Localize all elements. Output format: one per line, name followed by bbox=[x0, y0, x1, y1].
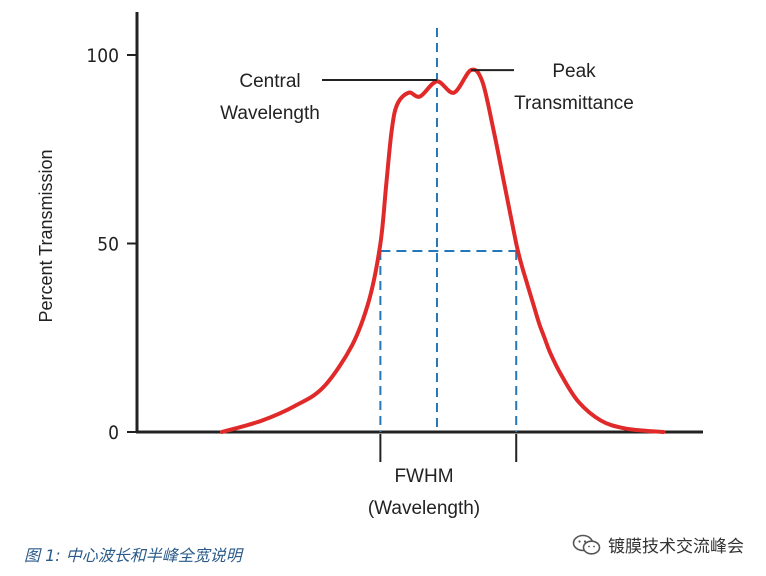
transmission-curve bbox=[219, 67, 666, 434]
peak-label-line1: Peak bbox=[552, 61, 596, 82]
y-tick-label-0: 0 bbox=[108, 422, 119, 444]
figure-caption: 图 1: 中心波长和半峰全宽说明 bbox=[24, 546, 242, 565]
wechat-icon bbox=[572, 534, 601, 555]
y-tick-label-100: 100 bbox=[86, 45, 119, 67]
y-tick-label-50: 50 bbox=[97, 234, 119, 256]
peak-label-line2: Transmittance bbox=[514, 93, 634, 114]
central-label-line2: Wavelength bbox=[220, 103, 320, 124]
central-label-line1: Central bbox=[239, 71, 300, 92]
watermark: 镀膜技术交流峰会 bbox=[572, 532, 744, 557]
watermark-text: 镀膜技术交流峰会 bbox=[608, 537, 744, 557]
fwhm-label-line1: FWHM bbox=[394, 466, 453, 487]
fwhm-label-line2: (Wavelength) bbox=[368, 498, 480, 519]
y-axis-title: Percent Transmission bbox=[36, 149, 56, 322]
fwhm-bracket bbox=[379, 434, 518, 462]
guide-lines bbox=[379, 28, 518, 432]
y-ticks: 0 50 100 bbox=[86, 45, 137, 444]
